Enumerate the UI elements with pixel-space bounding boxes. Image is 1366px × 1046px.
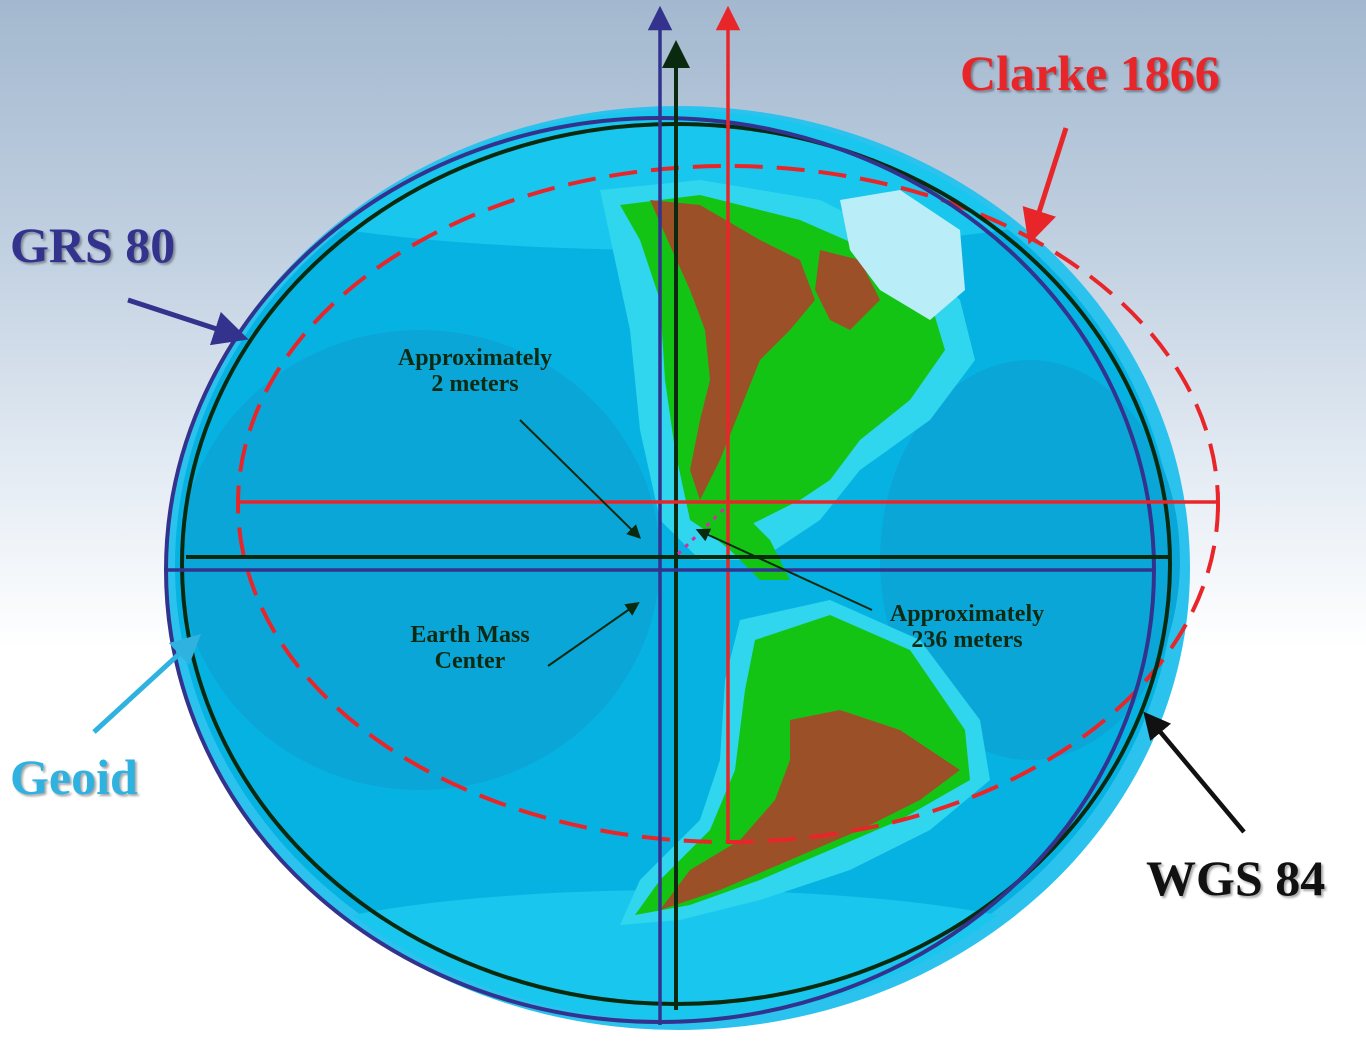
approx-236-meters-line1: Approximately xyxy=(889,601,1045,627)
earth-mass-center-label: Earth Mass Center xyxy=(385,622,555,675)
grs-80-label: GRS 80 xyxy=(10,217,176,273)
globe xyxy=(166,106,1190,1030)
approx-236-meters-line2: 236 meters xyxy=(911,627,1023,654)
geoid-label: Geoid xyxy=(10,749,138,805)
south-america-mountains xyxy=(660,710,960,910)
clarke-pointer-arrow xyxy=(1022,127,1069,245)
wgs-84-label: WGS 84 xyxy=(1146,850,1326,906)
wgs-pointer-arrow xyxy=(1143,711,1246,834)
greenland xyxy=(840,190,965,320)
center-offset-dotted-line xyxy=(676,503,730,556)
earth-mass-center-line1: Earth Mass xyxy=(410,622,530,648)
clarke-1866-label: Clarke 1866 xyxy=(960,45,1220,101)
approx-236-meters-label: Approximately 236 meters xyxy=(862,601,1072,654)
approx-2-meters-line2: 2 meters xyxy=(431,371,519,398)
236-meters-pointer-arrow xyxy=(695,528,873,611)
north-america-highlands xyxy=(815,250,880,330)
deep-ocean-region xyxy=(180,330,660,790)
approx-2-meters-line1: Approximately xyxy=(397,345,553,371)
central-america xyxy=(700,500,790,580)
geoid-pointer-arrow xyxy=(92,633,202,734)
grs-pointer-arrow xyxy=(127,297,249,346)
mass-center-pointer-arrow xyxy=(547,601,640,667)
north-america-mountains xyxy=(650,200,815,500)
approx-2-meters-label: Approximately 2 meters xyxy=(370,345,580,398)
deep-ocean-region-east xyxy=(880,360,1180,760)
earth-mass-center-line2: Center xyxy=(434,648,506,675)
two-meters-pointer-arrow xyxy=(519,419,641,539)
